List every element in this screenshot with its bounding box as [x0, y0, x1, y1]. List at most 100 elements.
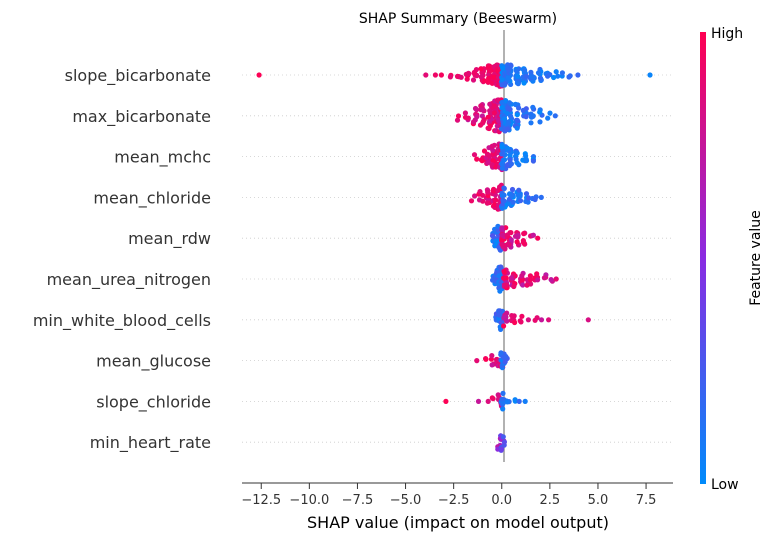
shap-point [500, 197, 506, 203]
shap-point [475, 398, 482, 404]
x-tick-label: 7.5 [636, 493, 657, 508]
shap-point [491, 74, 497, 80]
shap-point [545, 115, 551, 121]
shap-point [525, 317, 532, 323]
shap-point [480, 118, 486, 124]
shap-point [504, 145, 511, 151]
shap-point [505, 75, 511, 81]
shap-point [423, 72, 429, 78]
shap-point [585, 317, 591, 323]
feature-row-guides [242, 74, 673, 443]
shap-point [541, 275, 548, 281]
shap-point [530, 232, 537, 238]
shap-point [485, 159, 491, 165]
shap-point [515, 232, 521, 238]
shap-point [520, 238, 527, 244]
shap-point [474, 114, 480, 120]
shap-point [537, 109, 543, 115]
x-tick-label: −7.5 [342, 493, 374, 508]
shap-point [530, 158, 537, 164]
shap-point [535, 235, 541, 241]
shap-point [523, 114, 529, 120]
shap-point [432, 72, 438, 78]
shap-point [506, 242, 512, 248]
x-axis-title: SHAP value (impact on model output) [307, 513, 609, 532]
shap-point [519, 313, 525, 319]
shap-point [485, 189, 491, 195]
shap-point [502, 359, 508, 365]
shap-point [505, 105, 511, 111]
x-tick-label: −5.0 [390, 493, 422, 508]
shap-point [503, 282, 509, 288]
shap-point [499, 104, 505, 110]
shap-point [458, 74, 464, 80]
shap-point [497, 308, 503, 314]
shap-point [530, 104, 536, 110]
shap-point [499, 144, 505, 150]
feature-label: slope_bicarbonate [65, 66, 211, 86]
shap-point [575, 72, 581, 78]
shap-point [485, 398, 491, 404]
shap-point [462, 110, 468, 116]
shap-point [519, 273, 525, 279]
shap-point [472, 193, 478, 199]
shap-point [504, 399, 510, 405]
shap-point [537, 75, 544, 81]
shap-point [465, 115, 471, 121]
shap-point [256, 72, 262, 78]
shap-point [447, 74, 453, 80]
shap-point [511, 283, 517, 290]
shap-point [511, 319, 518, 326]
feature-label: min_heart_rate [90, 433, 211, 453]
shap-point [454, 117, 461, 123]
shap-point [500, 434, 506, 440]
shap-point [455, 113, 462, 119]
colorbar-low-label: Low [711, 477, 739, 493]
shap-point [514, 112, 520, 118]
shap-point [547, 72, 553, 78]
shap-point [499, 396, 505, 402]
shap-point [506, 119, 512, 125]
shap-point [517, 193, 523, 199]
shap-point [508, 275, 515, 281]
shap-point [513, 67, 519, 74]
shap-point [487, 67, 493, 73]
shap-point [492, 202, 498, 208]
shap-point [527, 273, 534, 279]
shap-point [535, 277, 541, 283]
shap-point [477, 189, 483, 195]
shap-point [537, 119, 543, 125]
shap-point [472, 105, 479, 112]
shap-point [516, 162, 522, 168]
feature-label: mean_chloride [93, 188, 211, 208]
shap-point [523, 153, 529, 159]
shap-point [491, 186, 497, 192]
shap-point [499, 225, 505, 231]
shap-point [528, 74, 534, 80]
feature-label: mean_urea_nitrogen [47, 270, 211, 290]
shap-point [509, 313, 515, 319]
shap-point [559, 70, 566, 76]
shap-point [516, 398, 522, 404]
shap-point [555, 73, 561, 79]
x-axis-ticks: −12.5 −10.0 −7.5 −5.0 −2.5 0.0 2.5 5.0 7.5 [241, 483, 656, 508]
shap-point [506, 100, 513, 106]
shap-point [478, 103, 484, 109]
shap-point [476, 197, 483, 203]
shap-point [524, 282, 530, 288]
shap-point [566, 74, 572, 80]
shap-point [514, 239, 520, 245]
shap-point [538, 194, 544, 200]
shap-point [487, 108, 493, 114]
shap-point [500, 406, 506, 412]
shap-point [523, 191, 530, 197]
shap-point [523, 158, 530, 164]
shap-point [499, 99, 505, 106]
shap-point [500, 390, 506, 396]
x-tick-label: 5.0 [588, 493, 609, 508]
shap-point [508, 161, 514, 167]
shap-point [489, 162, 495, 168]
shap-point [463, 71, 469, 77]
shap-point [504, 126, 510, 132]
shap-point [504, 318, 510, 324]
